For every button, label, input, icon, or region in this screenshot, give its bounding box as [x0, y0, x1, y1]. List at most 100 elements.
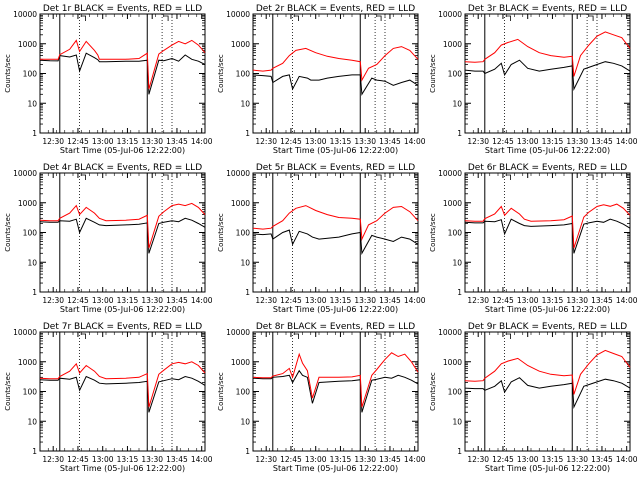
y-tick-label: 10	[240, 99, 250, 108]
interval-bracket	[376, 333, 382, 339]
chart-panel-9: Det 9r BLACK = Events, RED = LLD 1 10 100 10…	[429, 322, 638, 473]
y-tick-label: 1000	[231, 199, 250, 208]
x-tick-label: 14:00	[616, 296, 638, 305]
interval-bracket	[293, 15, 299, 21]
y-tick-label: 1	[245, 288, 250, 297]
y-axis-label: Counts/sec	[4, 213, 12, 252]
y-tick-label: 1000	[443, 358, 462, 367]
chart-title: Det 5r BLACK = Events, RED = LLD	[256, 163, 415, 173]
x-axis-label: Start Time (05-Jul-06 12:22:00)	[60, 464, 185, 473]
y-tick-label: 100	[23, 70, 38, 79]
y-tick-label: 1000	[231, 40, 250, 49]
x-tick-label: 13:30	[566, 296, 588, 305]
x-tick-label: 12:45	[280, 137, 302, 146]
x-tick-label: 13:00	[92, 296, 114, 305]
lld-series-line	[464, 349, 631, 395]
chart-panel-1: Det 1r BLACK = Events, RED = LLD 1 10 100 10…	[4, 4, 213, 155]
x-tick-label: 12:30	[42, 137, 64, 146]
x-tick-label: 13:30	[354, 137, 376, 146]
x-tick-label: 14:00	[616, 137, 638, 146]
lld-series-line	[252, 352, 419, 408]
y-tick-label: 1	[32, 447, 37, 456]
x-tick-label: 13:30	[566, 455, 588, 464]
x-tick-label: 13:30	[354, 296, 376, 305]
events-series-line	[252, 229, 419, 256]
y-tick-label: 1000	[18, 199, 37, 208]
plot-frame	[39, 331, 206, 452]
y-axis-label: Counts/sec	[217, 372, 225, 411]
lld-series-line	[464, 203, 631, 249]
x-tick-label: 12:45	[492, 137, 514, 146]
x-tick-label: 12:45	[67, 137, 89, 146]
x-tick-label: 14:00	[191, 296, 213, 305]
x-tick-label: 12:30	[467, 455, 489, 464]
plot-frame	[252, 172, 419, 293]
y-tick-label: 100	[23, 388, 38, 397]
y-tick-label: 10	[240, 417, 250, 426]
lld-series-line	[252, 205, 419, 242]
x-tick-label: 13:00	[305, 455, 327, 464]
x-tick-label: 13:45	[379, 296, 401, 305]
interval-bracket	[293, 333, 299, 339]
plot-frame	[464, 331, 631, 452]
x-tick-label: 13:00	[517, 137, 539, 146]
plot-frame	[252, 331, 419, 452]
y-tick-label: 10	[27, 417, 37, 426]
plot-frame	[39, 13, 206, 134]
x-axis-label: Start Time (05-Jul-06 12:22:00)	[60, 305, 185, 314]
y-tick-label: 100	[236, 70, 251, 79]
y-axis-label: Counts/sec	[429, 213, 437, 252]
x-tick-label: 12:45	[280, 296, 302, 305]
x-axis-label: Start Time (05-Jul-06 12:22:00)	[485, 146, 610, 155]
y-tick-label: 10000	[438, 10, 462, 19]
x-tick-label: 13:45	[379, 137, 401, 146]
y-tick-label: 10000	[226, 169, 250, 178]
x-tick-label: 13:00	[517, 455, 539, 464]
x-tick-label: 13:30	[566, 137, 588, 146]
x-axis-label: Start Time (05-Jul-06 12:22:00)	[485, 464, 610, 473]
chart-title: Det 2r BLACK = Events, RED = LLD	[256, 4, 415, 14]
x-tick-label: 14:00	[404, 137, 426, 146]
chart-title: Det 4r BLACK = Events, RED = LLD	[43, 163, 202, 173]
events-series-line	[464, 377, 631, 410]
x-tick-label: 13:00	[92, 455, 114, 464]
y-axis-label: Counts/sec	[217, 54, 225, 93]
y-tick-label: 1000	[18, 40, 37, 49]
x-tick-label: 14:00	[616, 455, 638, 464]
events-series-line	[464, 59, 631, 91]
x-tick-label: 14:00	[404, 296, 426, 305]
chart-title: Det 8r BLACK = Events, RED = LLD	[256, 322, 415, 332]
x-tick-label: 13:15	[117, 137, 139, 146]
y-tick-label: 10	[27, 258, 37, 267]
y-axis-label: Counts/sec	[4, 54, 12, 93]
y-tick-label: 100	[448, 70, 463, 79]
y-tick-label: 10000	[13, 169, 37, 178]
lld-series-line	[39, 202, 206, 249]
y-tick-label: 1	[245, 129, 250, 138]
x-axis-label: Start Time (05-Jul-06 12:22:00)	[273, 464, 398, 473]
events-series-line	[39, 217, 206, 254]
x-axis-label: Start Time (05-Jul-06 12:22:00)	[485, 305, 610, 314]
y-tick-label: 10	[240, 258, 250, 267]
y-tick-label: 10	[452, 258, 462, 267]
chart-panel-5: Det 5r BLACK = Events, RED = LLD 1 10 100 10…	[217, 163, 426, 314]
x-tick-label: 13:15	[330, 455, 352, 464]
y-tick-label: 1	[32, 129, 37, 138]
chart-title: Det 1r BLACK = Events, RED = LLD	[43, 4, 202, 14]
interval-bracket	[376, 174, 382, 180]
interval-bracket	[588, 174, 594, 180]
y-tick-label: 1	[457, 129, 462, 138]
x-axis-label: Start Time (05-Jul-06 12:22:00)	[273, 146, 398, 155]
interval-bracket	[163, 174, 169, 180]
y-tick-label: 1	[457, 447, 462, 456]
x-axis-label: Start Time (05-Jul-06 12:22:00)	[273, 305, 398, 314]
x-tick-label: 13:45	[591, 455, 613, 464]
y-tick-label: 1	[32, 288, 37, 297]
x-tick-label: 13:30	[141, 137, 163, 146]
chart-title: Det 6r BLACK = Events, RED = LLD	[468, 163, 627, 173]
x-tick-label: 13:45	[591, 137, 613, 146]
chart-panel-7: Det 7r BLACK = Events, RED = LLD 1 10 100 10…	[4, 322, 213, 473]
x-tick-label: 13:30	[141, 455, 163, 464]
interval-bracket	[80, 333, 86, 339]
